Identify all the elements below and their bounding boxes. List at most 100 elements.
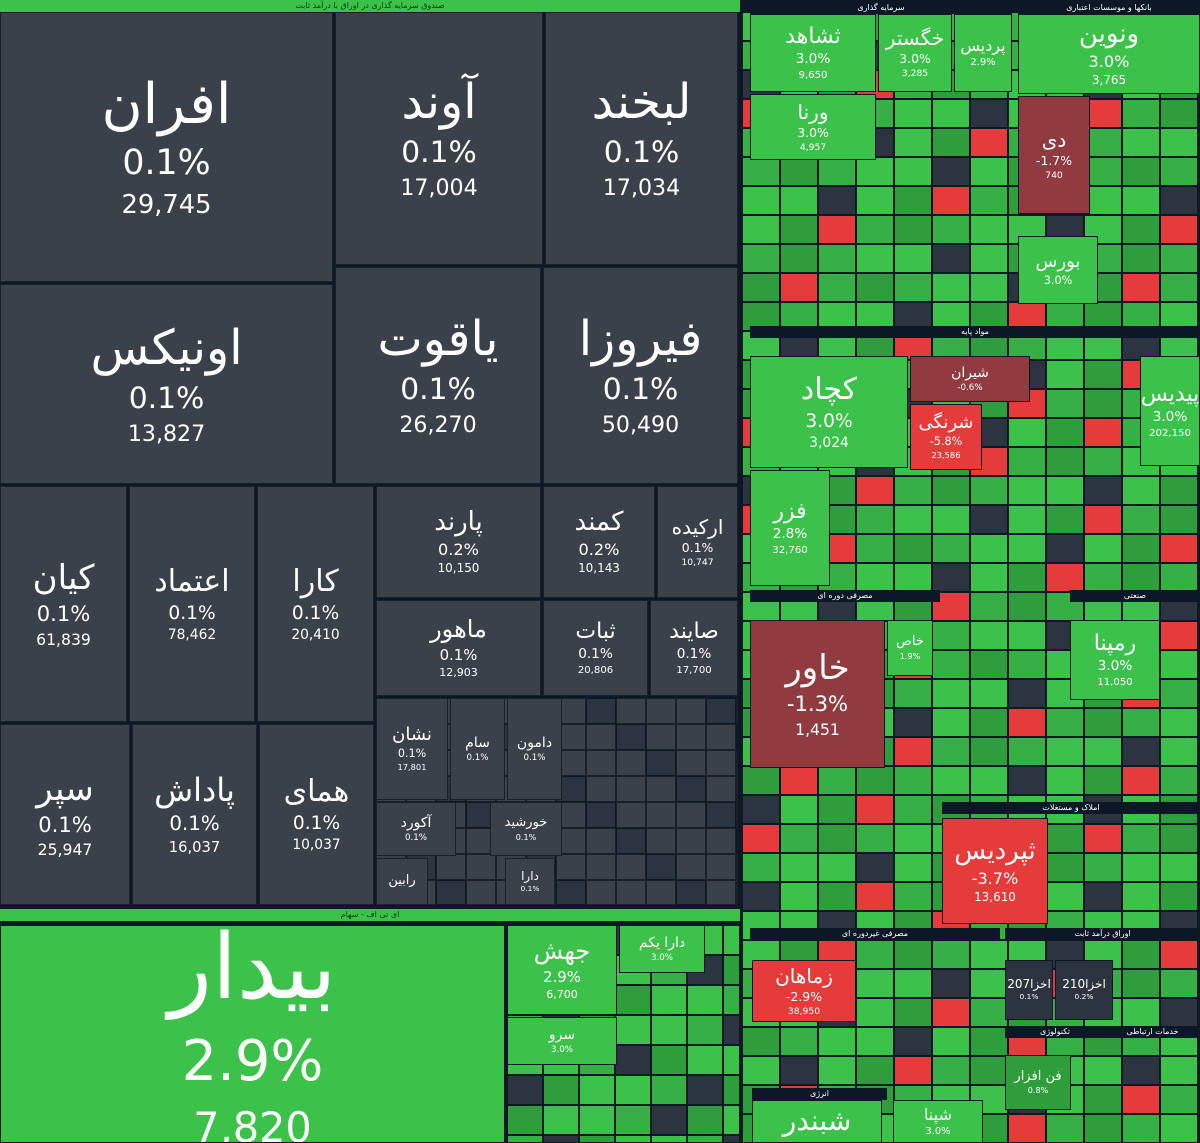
stock-tile[interactable]: دارا یکم 3.0% — [619, 925, 705, 973]
stock-tile[interactable]: پاداش 0.1% 16,037 — [132, 724, 257, 905]
stock-tile[interactable]: آکورد 0.1% — [376, 802, 456, 856]
filler-tile — [615, 1075, 651, 1105]
stock-tile[interactable]: بورس 3.0% — [1018, 236, 1098, 304]
filler-tile — [894, 795, 932, 824]
filler-tile — [616, 854, 646, 880]
filler-tile — [1084, 534, 1122, 563]
filler-tile — [586, 750, 616, 776]
stock-tile[interactable]: ثشاهد 3.0% 9,650 — [750, 14, 876, 92]
stock-tile[interactable]: خگستر 3.0% 3,285 — [878, 14, 952, 92]
filler-tile — [856, 998, 894, 1027]
stock-tile[interactable]: اخزا207 0.1% — [1005, 960, 1053, 1020]
stock-tile[interactable]: پیدیس 3.0% 202,150 — [1140, 356, 1200, 466]
stock-tile[interactable]: خاص 1.9% — [887, 620, 933, 676]
stock-tile[interactable]: یاقوت 0.1% 26,270 — [335, 267, 541, 484]
stock-tile[interactable]: سپر 0.1% 25,947 — [0, 724, 130, 905]
stock-tile[interactable]: پارند 0.2% 10,150 — [376, 486, 541, 598]
tile-change: -2.9% — [786, 989, 822, 1005]
filler-tile — [676, 776, 706, 802]
stock-tile[interactable]: ماهور 0.1% 12,903 — [376, 600, 541, 696]
filler-tile — [932, 650, 970, 679]
filler-tile — [586, 776, 616, 802]
stock-tile[interactable]: کیان 0.1% 61,839 — [0, 486, 127, 722]
tile-change: 0.1% — [520, 883, 540, 893]
filler-tile — [723, 1075, 740, 1105]
stock-tile[interactable]: اونیکس 0.1% 13,827 — [0, 284, 333, 484]
stock-tile[interactable]: ثپردیس -3.7% 13,610 — [942, 818, 1048, 924]
filler-tile — [1160, 998, 1198, 1027]
filler-tile — [1122, 1056, 1160, 1085]
stock-tile[interactable]: نشان 0.1% 17,801 — [376, 698, 448, 800]
filler-tile — [970, 563, 1008, 592]
stock-tile[interactable]: فیروزا 0.1% 50,490 — [543, 267, 738, 484]
stock-tile[interactable]: فن افزار 0.8% — [1005, 1055, 1071, 1110]
stock-tile[interactable]: لبخند 0.1% 17,034 — [545, 12, 738, 265]
stock-tile[interactable]: کچاد 3.0% 3,024 — [750, 356, 908, 468]
stock-tile[interactable]: خاور -1.3% 1,451 — [750, 620, 885, 768]
tile-change: 0.1% — [466, 752, 489, 763]
filler-tile — [970, 708, 1008, 737]
tile-value: 32,760 — [772, 545, 808, 557]
stock-tile[interactable]: شبندر — [752, 1100, 882, 1143]
filler-tile — [1122, 215, 1160, 244]
filler-tile — [856, 824, 894, 853]
tile-change: 0.1% — [515, 832, 537, 842]
filler-tile — [818, 766, 856, 795]
stock-tile[interactable]: آوند 0.1% 17,004 — [335, 12, 543, 265]
stock-tile[interactable]: شیران -0.6% — [910, 356, 1030, 402]
filler-tile — [970, 157, 1008, 186]
tile-value: 17,034 — [602, 176, 681, 202]
stock-tile[interactable]: دارا 0.1% — [505, 858, 555, 905]
stock-tile[interactable]: کمند 0.2% 10,143 — [543, 486, 655, 598]
filler-tile — [1084, 389, 1122, 418]
stock-tile[interactable]: اخزا210 0.2% — [1055, 960, 1113, 1020]
stock-tile[interactable]: جهش 2.9% 6,700 — [507, 925, 617, 1015]
stock-tile[interactable]: پردیس 2.9% — [954, 14, 1012, 92]
stock-tile[interactable]: افران 0.1% 29,745 — [0, 12, 333, 282]
stock-tile[interactable]: ارکیده 0.1% 10,747 — [657, 486, 738, 598]
stock-tile[interactable]: شرنگی -5.8% 23,586 — [910, 404, 982, 470]
stock-tile[interactable]: رمپنا 3.0% 11,050 — [1070, 620, 1160, 700]
stock-tile[interactable]: خورشید 0.1% — [490, 802, 562, 856]
stock-tile[interactable]: اعتماد 0.1% 78,462 — [129, 486, 255, 722]
stock-tile[interactable]: دی -1.7% 740 — [1018, 96, 1090, 214]
section-label: سرمایه گذاری — [750, 2, 1012, 14]
filler-tile — [894, 737, 932, 766]
tile-name: اخزا207 — [1007, 977, 1051, 992]
stock-tile[interactable]: سام 0.1% — [450, 698, 505, 800]
stock-tile[interactable]: فزر 2.8% 32,760 — [750, 470, 830, 586]
tile-name: دارا — [521, 868, 539, 883]
filler-tile — [932, 1056, 970, 1085]
filler-tile — [818, 882, 856, 911]
filler-tile — [1122, 186, 1160, 215]
stock-tile[interactable]: کارا 0.1% 20,410 — [257, 486, 374, 722]
stock-tile[interactable]: دامون 0.1% — [507, 698, 562, 800]
tile-value: 6,700 — [546, 987, 578, 1001]
stock-tile[interactable]: رابین — [376, 858, 428, 905]
filler-tile — [723, 955, 740, 985]
stock-tile[interactable]: ورنا 3.0% 4,957 — [750, 94, 876, 160]
stock-tile[interactable]: بیدار 2.9% 7,820 — [0, 925, 505, 1143]
tile-change: 0.1% — [168, 602, 216, 624]
filler-tile — [1008, 650, 1046, 679]
filler-tile — [651, 1015, 687, 1045]
stock-tile[interactable]: زماهان -2.9% 38,950 — [752, 960, 856, 1022]
stock-tile[interactable]: شپنا 3.0% — [893, 1100, 983, 1143]
stock-tile[interactable]: ونوین 3.0% 3,765 — [1018, 14, 1200, 94]
tile-value: 78,462 — [167, 626, 217, 643]
filler-tile — [706, 698, 736, 724]
stock-tile[interactable]: صایند 0.1% 17,700 — [650, 600, 738, 696]
tile-value: 10,747 — [681, 556, 714, 568]
filler-tile — [970, 621, 1008, 650]
filler-tile — [970, 1056, 1008, 1085]
stock-tile[interactable]: ثبات 0.1% 20,806 — [543, 600, 648, 696]
filler-tile — [687, 1105, 723, 1135]
tile-name: یاقوت — [377, 311, 499, 368]
tile-name: بورس — [1035, 251, 1081, 273]
filler-tile — [894, 679, 932, 708]
tile-name: آکورد — [400, 815, 432, 832]
tile-change: 0.1% — [400, 372, 476, 408]
stock-tile[interactable]: همای 0.1% 10,037 — [259, 724, 374, 905]
stock-tile[interactable]: سرو 3.0% — [507, 1017, 617, 1065]
filler-tile — [736, 880, 738, 905]
